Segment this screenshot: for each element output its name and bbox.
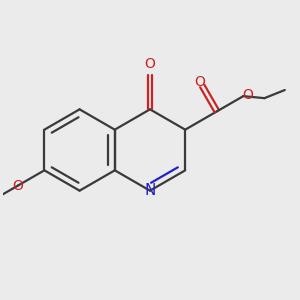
Text: O: O	[194, 75, 205, 89]
Text: O: O	[13, 178, 23, 193]
Text: O: O	[145, 57, 155, 71]
Text: O: O	[242, 88, 253, 102]
Text: N: N	[144, 183, 156, 198]
